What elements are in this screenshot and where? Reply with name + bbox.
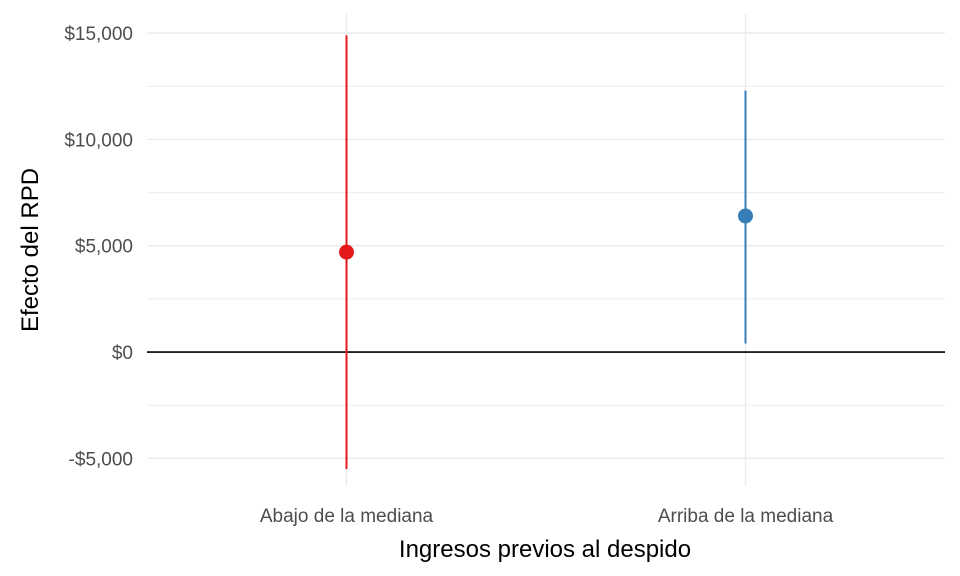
- point-estimate: [339, 244, 354, 260]
- grid: [147, 14, 945, 486]
- x-axis-title: Ingresos previos al despido: [399, 536, 691, 563]
- y-axis: -$5,000 $0 $5,000 $10,000 $15,000: [64, 24, 133, 470]
- y-tick-label: $0: [112, 343, 133, 364]
- y-axis-title: Efecto del RPD: [17, 168, 44, 332]
- y-tick-label: $10,000: [64, 130, 133, 151]
- x-axis: Abajo de la mediana Arriba de la mediana: [260, 506, 834, 527]
- y-tick-label: $15,000: [64, 24, 133, 45]
- y-tick-label: $5,000: [75, 237, 133, 258]
- point-estimate: [738, 208, 753, 224]
- marks: [339, 35, 753, 469]
- x-tick-label: Abajo de la mediana: [260, 506, 434, 527]
- x-tick-label: Arriba de la mediana: [658, 506, 834, 527]
- y-tick-label: -$5,000: [69, 449, 133, 470]
